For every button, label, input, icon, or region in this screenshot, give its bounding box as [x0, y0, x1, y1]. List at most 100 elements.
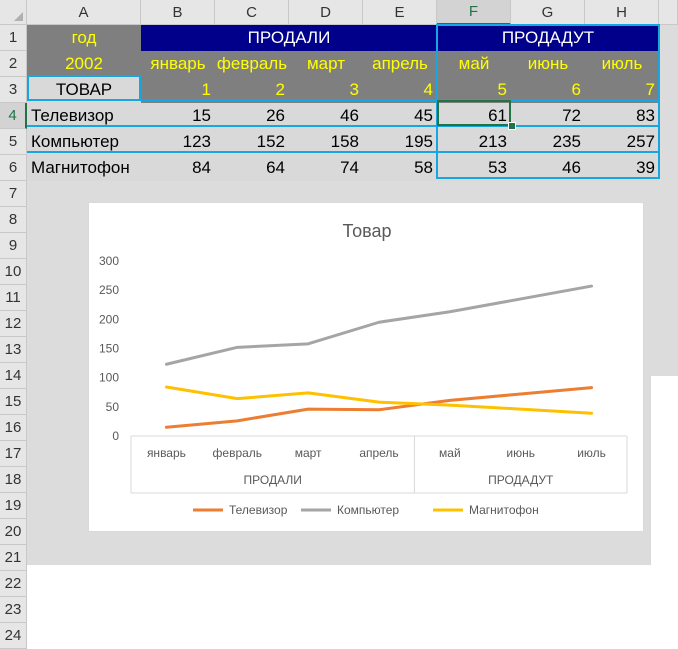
table-border	[437, 24, 659, 26]
value-cell[interactable]: 84	[141, 155, 215, 181]
row-header-11[interactable]: 11	[0, 285, 27, 311]
active-cell-cursor[interactable]	[437, 100, 511, 126]
month-number-cell[interactable]: 3	[289, 77, 363, 103]
value-cell[interactable]: 123	[141, 129, 215, 155]
year-label-cell[interactable]: год	[27, 25, 141, 51]
row-header-14[interactable]: 14	[0, 363, 27, 389]
line-chart[interactable]: Товар 0 50 100 150 200 250 300 январь февраль март…	[88, 202, 644, 532]
x-group-label: ПРОДАЛИ	[244, 473, 302, 487]
value-cell[interactable]: 46	[511, 155, 585, 181]
chart-title: Товар	[343, 221, 392, 241]
will-sell-header-cell[interactable]: ПРОДАДУТ	[437, 25, 659, 51]
y-tick-label: 100	[99, 371, 119, 385]
row-header-7[interactable]: 7	[0, 181, 27, 207]
month-number-cell[interactable]: 6	[511, 77, 585, 103]
x-tick-label: январь	[147, 446, 186, 460]
month-header-cell[interactable]: июнь	[511, 51, 585, 77]
row-header-19[interactable]: 19	[0, 493, 27, 519]
row-header-18[interactable]: 18	[0, 467, 27, 493]
value-cell[interactable]: 46	[289, 103, 363, 129]
value-cell[interactable]: 15	[141, 103, 215, 129]
column-header-b[interactable]: B	[141, 0, 215, 25]
row-header-6[interactable]: 6	[0, 155, 27, 181]
row-header-3[interactable]: 3	[0, 77, 27, 103]
month-header-cell[interactable]: январь	[141, 51, 215, 77]
table-border	[27, 125, 659, 127]
row-header-15[interactable]: 15	[0, 389, 27, 415]
row-header-24[interactable]: 24	[0, 623, 27, 649]
year-value-cell[interactable]: 2002	[27, 51, 141, 77]
value-cell[interactable]: 195	[363, 129, 437, 155]
item-name-cell[interactable]: Магнитофон	[27, 155, 141, 181]
column-header-h[interactable]: H	[585, 0, 659, 25]
month-number-cell[interactable]: 7	[585, 77, 659, 103]
row-header-1[interactable]: 1	[0, 25, 27, 51]
x-tick-label: апрель	[359, 446, 398, 460]
x-tick-label: июнь	[506, 446, 535, 460]
fill-handle[interactable]	[508, 122, 516, 130]
value-cell[interactable]: 45	[363, 103, 437, 129]
item-label-cell[interactable]: ТОВАР	[27, 77, 141, 103]
series-line	[164, 284, 594, 366]
row-header-2[interactable]: 2	[0, 51, 27, 77]
column-header-a[interactable]: A	[27, 0, 141, 25]
month-header-cell[interactable]: апрель	[363, 51, 437, 77]
row-header-23[interactable]: 23	[0, 597, 27, 623]
value-cell[interactable]: 213	[437, 129, 511, 155]
y-tick-label: 250	[99, 283, 119, 297]
table-border	[658, 24, 660, 179]
month-header-cell[interactable]: май	[437, 51, 511, 77]
y-tick-label: 0	[112, 429, 119, 443]
grid-line	[658, 25, 659, 565]
row-header-9[interactable]: 9	[0, 233, 27, 259]
sold-header-cell[interactable]: ПРОДАЛИ	[141, 25, 437, 51]
table-border	[27, 75, 29, 101]
value-cell[interactable]: 257	[585, 129, 659, 155]
month-header-cell[interactable]: март	[289, 51, 363, 77]
column-header-partial[interactable]	[659, 0, 678, 25]
chart-canvas: Товар 0 50 100 150 200 250 300 январь февраль март…	[99, 221, 628, 517]
month-number-cell[interactable]: 1	[141, 77, 215, 103]
item-name-cell[interactable]: Компьютер	[27, 129, 141, 155]
item-name-cell[interactable]: Телевизор	[27, 103, 141, 129]
month-number-cell[interactable]: 4	[363, 77, 437, 103]
value-cell[interactable]: 83	[585, 103, 659, 129]
chart-overflow-edge	[650, 376, 678, 565]
row-header-13[interactable]: 13	[0, 337, 27, 363]
legend-label: Компьютер	[337, 503, 399, 517]
value-cell[interactable]: 235	[511, 129, 585, 155]
row-header-8[interactable]: 8	[0, 207, 27, 233]
row-header-10[interactable]: 10	[0, 259, 27, 285]
table-border	[27, 151, 659, 153]
value-cell[interactable]: 72	[511, 103, 585, 129]
value-cell[interactable]: 64	[215, 155, 289, 181]
value-cell[interactable]: 39	[585, 155, 659, 181]
row-header-16[interactable]: 16	[0, 415, 27, 441]
value-cell[interactable]: 26	[215, 103, 289, 129]
row-header-4[interactable]: 4	[0, 103, 27, 129]
row-header-12[interactable]: 12	[0, 311, 27, 337]
month-number-cell[interactable]: 2	[215, 77, 289, 103]
month-number-cell[interactable]: 5	[437, 77, 511, 103]
column-header-d[interactable]: D	[289, 0, 363, 25]
row-header-22[interactable]: 22	[0, 571, 27, 597]
value-cell[interactable]: 74	[289, 155, 363, 181]
value-cell[interactable]: 158	[289, 129, 363, 155]
row-header-5[interactable]: 5	[0, 129, 27, 155]
column-header-e[interactable]: E	[363, 0, 437, 25]
column-header-f[interactable]: F	[437, 0, 511, 25]
value-cell[interactable]: 53	[437, 155, 511, 181]
value-cell[interactable]: 58	[363, 155, 437, 181]
y-tick-label: 50	[106, 400, 120, 414]
table-border	[27, 99, 659, 101]
column-header-g[interactable]: G	[511, 0, 585, 25]
column-header-c[interactable]: C	[215, 0, 289, 25]
row-header-17[interactable]: 17	[0, 441, 27, 467]
select-all-corner[interactable]	[0, 0, 27, 25]
x-tick-label: февраль	[213, 446, 263, 460]
month-header-cell[interactable]: июль	[585, 51, 659, 77]
month-header-cell[interactable]: февраль	[215, 51, 289, 77]
row-header-20[interactable]: 20	[0, 519, 27, 545]
value-cell[interactable]: 152	[215, 129, 289, 155]
row-header-21[interactable]: 21	[0, 545, 27, 571]
